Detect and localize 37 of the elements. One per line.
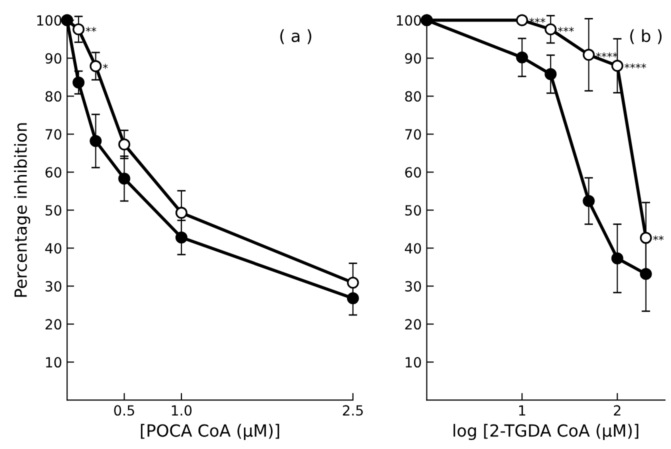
annotation: ** bbox=[653, 235, 664, 241]
annotation: *** bbox=[529, 18, 546, 23]
chart-title: ( b ) bbox=[630, 29, 662, 44]
annotation: ** bbox=[86, 26, 96, 32]
y-axis-title: Percentage inhibition bbox=[14, 123, 30, 297]
x-axis-title: [POCA CoA (μM)] bbox=[140, 424, 280, 440]
x-tick-label: 2.5 bbox=[342, 405, 363, 416]
y-tick-label: 50 bbox=[46, 205, 62, 216]
y-tick-label: 100 bbox=[396, 15, 421, 26]
y-tick-label: 70 bbox=[405, 129, 421, 140]
x-tick-label: 1 bbox=[519, 405, 526, 416]
y-tick-label: 10 bbox=[406, 357, 421, 368]
y-tick-label: 20 bbox=[405, 319, 421, 330]
annotation: * bbox=[102, 64, 108, 69]
annotation: *** bbox=[558, 26, 574, 32]
chart-title: ( a ) bbox=[280, 29, 312, 44]
y-tick-label: 100 bbox=[37, 15, 62, 26]
y-tick-label: 40 bbox=[404, 243, 421, 254]
x-tick-label: 2 bbox=[614, 405, 620, 416]
x-axis-title: log [2-TGDA CoA (μM)] bbox=[454, 424, 638, 440]
y-tick-label: 80 bbox=[405, 91, 421, 102]
x-tick-label: 0.5 bbox=[114, 405, 134, 416]
y-tick-label: 70 bbox=[46, 129, 62, 140]
y-tick-label: 60 bbox=[405, 167, 421, 178]
y-tick-label: 20 bbox=[46, 319, 62, 330]
annotation: **** bbox=[624, 63, 646, 68]
x-tick-label: 1.0 bbox=[172, 405, 192, 416]
y-tick-label: 50 bbox=[405, 205, 421, 216]
y-tick-label: 60 bbox=[46, 167, 62, 178]
y-tick-label: 30 bbox=[46, 281, 62, 292]
y-tick-label: 40 bbox=[45, 243, 62, 254]
annotation: **** bbox=[596, 52, 618, 58]
y-tick-label: 90 bbox=[405, 53, 421, 64]
y-tick-label: 80 bbox=[46, 91, 62, 102]
y-tick-label: 90 bbox=[45, 53, 62, 64]
y-tick-label: 30 bbox=[405, 281, 421, 292]
y-tick-label: 10 bbox=[46, 357, 62, 368]
